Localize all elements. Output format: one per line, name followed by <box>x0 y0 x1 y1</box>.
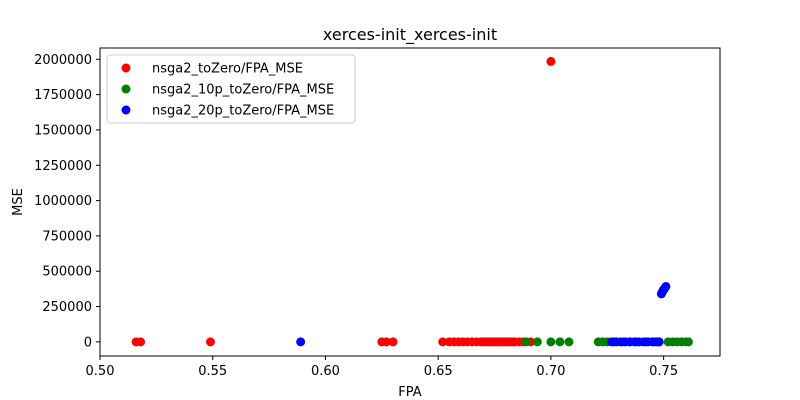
data-point <box>661 281 671 291</box>
legend-marker <box>121 84 131 94</box>
series-2 <box>521 337 693 347</box>
data-point <box>381 337 391 347</box>
data-point <box>296 337 306 347</box>
x-tick-label: 0.65 <box>424 364 453 379</box>
y-tick-label: 1500000 <box>34 123 92 138</box>
plot-area <box>131 56 693 347</box>
data-point <box>546 337 556 347</box>
x-tick-label: 0.50 <box>86 364 115 379</box>
data-point <box>205 337 215 347</box>
legend-item: nsga2_20p_toZero/FPA_MSE <box>121 104 334 119</box>
chart-title: xerces-init_xerces-init <box>323 25 497 45</box>
data-point <box>532 337 542 347</box>
data-point <box>564 337 574 347</box>
legend-marker <box>121 63 131 73</box>
y-tick-label: 500000 <box>42 265 92 280</box>
x-axis-label: FPA <box>398 385 421 400</box>
legend-label: nsga2_toZero/FPA_MSE <box>152 62 303 77</box>
data-point <box>546 56 556 66</box>
series-3 <box>296 281 671 347</box>
data-point <box>654 337 664 347</box>
legend-label: nsga2_20p_toZero/FPA_MSE <box>152 104 334 119</box>
legend: nsga2_toZero/FPA_MSE nsga2_10p_toZero/FPA… <box>106 54 356 124</box>
legend-item: nsga2_toZero/FPA_MSE <box>121 62 303 77</box>
data-point <box>388 337 398 347</box>
x-tick-label: 0.55 <box>198 364 227 379</box>
y-axis-label: MSE <box>11 188 26 216</box>
y-tick-label: 2000000 <box>34 53 92 68</box>
y-axis: 0 250000 500000 750000 1000000 1250000 1500000… <box>34 53 100 350</box>
legend-label: nsga2_10p_toZero/FPA_MSE <box>152 83 334 98</box>
legend-item: nsga2_10p_toZero/FPA_MSE <box>121 83 334 98</box>
x-tick-label: 0.70 <box>536 364 565 379</box>
x-tick-label: 0.75 <box>649 364 678 379</box>
y-tick-label: 0 <box>84 335 92 350</box>
data-point <box>555 337 565 347</box>
x-axis: 0.50 0.55 0.60 0.65 0.70 0.75 <box>86 356 678 379</box>
series-1 <box>131 56 556 347</box>
y-tick-label: 250000 <box>42 300 92 315</box>
y-tick-label: 1000000 <box>34 194 92 209</box>
y-tick-label: 1750000 <box>34 88 92 103</box>
data-point <box>521 337 531 347</box>
legend-box <box>106 54 356 124</box>
data-point <box>683 337 693 347</box>
x-tick-label: 0.60 <box>311 364 340 379</box>
plot-frame <box>99 47 721 357</box>
data-point <box>438 337 448 347</box>
y-tick-label: 750000 <box>42 229 92 244</box>
y-tick-label: 1250000 <box>34 159 92 174</box>
data-point <box>136 337 146 347</box>
legend-marker <box>121 105 131 115</box>
